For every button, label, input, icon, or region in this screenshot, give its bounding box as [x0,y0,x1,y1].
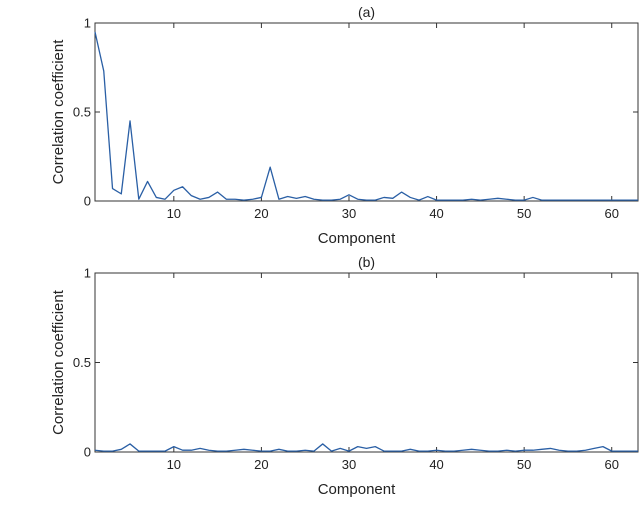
x-tick-label: 50 [517,457,531,472]
x-axis-label: Component [318,230,396,247]
panel-a: (a) 10 20 30 40 50 60 0 0.5 1 Component Correlation… [50,4,639,247]
x-tick-label: 60 [604,457,618,472]
x-tick-label: 30 [342,457,356,472]
chart-title: (b) [358,254,375,270]
plot-area-frame [94,272,639,453]
y-tick-label: 0 [84,194,91,209]
y-tick-label: 1 [84,16,91,31]
panel-b: (b) 10 20 30 40 50 60 0 0.5 1 Component Correlation… [50,254,639,498]
x-tick-label: 50 [517,206,531,221]
x-tick-label: 10 [167,457,181,472]
series-line [94,31,638,201]
y-tick-label: 0 [84,445,91,460]
y-axis-label: Correlation coefficient [50,289,67,435]
x-tick-label: 40 [429,457,443,472]
chart-title: (a) [358,4,375,20]
series-line [94,443,638,452]
x-tick-label: 60 [604,206,618,221]
x-axis-label: Component [318,481,396,498]
x-tick-label: 30 [342,206,356,221]
y-tick-label: 0.5 [73,355,91,370]
x-tick-label: 20 [254,457,268,472]
plot-area-frame [94,22,639,202]
y-tick-label: 0.5 [73,105,91,120]
x-tick-label: 40 [429,206,443,221]
x-tick-label: 20 [254,206,268,221]
y-axis-label: Correlation coefficient [50,39,67,185]
x-tick-label: 10 [167,206,181,221]
y-tick-label: 1 [84,266,91,281]
